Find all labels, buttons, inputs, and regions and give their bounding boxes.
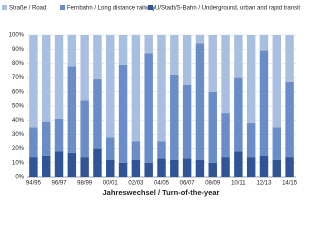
y-tick-label: 90% [12, 47, 25, 53]
bar-segment [54, 118, 64, 152]
bar-segment [106, 159, 115, 177]
bar-segment [118, 35, 128, 65]
bar-segment [195, 43, 205, 160]
x-tick-label: 06/07 [180, 181, 196, 187]
bar-segment [259, 50, 269, 156]
bar-segment [131, 159, 141, 177]
bar-segment [29, 127, 38, 158]
bar-segment [131, 141, 141, 160]
legend-label: Straße / Road [9, 6, 46, 12]
bar-segment [195, 159, 205, 177]
bar-segment [259, 155, 269, 177]
bar-segment [170, 35, 179, 75]
bar-segment [93, 35, 102, 80]
bar-segment [80, 100, 89, 158]
y-tick-label: 40% [12, 118, 25, 124]
bar-segment [67, 66, 77, 153]
x-tick-label: 96/97 [52, 181, 68, 187]
bar-segment [80, 157, 89, 177]
x-tick-label: 00/01 [103, 181, 119, 187]
bar-segment [221, 113, 230, 158]
y-tick-label: 50% [12, 104, 25, 110]
bar-segment [67, 35, 77, 67]
chart: Jahreswechsel / Turn-of-the-year 0% 10% 20… [2, 5, 300, 197]
x-tick-label: 08/09 [205, 181, 221, 187]
bar-segment [272, 35, 282, 128]
bar-segment [106, 137, 115, 160]
bar-segment [106, 35, 115, 138]
bar-segment [272, 127, 282, 160]
bar-segment [67, 152, 77, 177]
bar-segment [234, 35, 243, 78]
bar-segment [208, 162, 217, 177]
legend-swatch [148, 5, 153, 10]
x-tick-label: 10/11 [231, 181, 246, 187]
bar-segment [272, 159, 282, 177]
bar-segment [208, 91, 217, 163]
bar-segment [144, 53, 153, 163]
page: Jahreswechsel / Turn-of-the-year 0% 10% 20… [2, 5, 300, 197]
y-tick-label: 10% [12, 160, 25, 166]
bar-segment [246, 123, 256, 158]
x-tick-label: 98/99 [77, 181, 93, 187]
legend-label: Fernbahn / Long distance railway [67, 6, 155, 12]
bar-segment [144, 162, 153, 177]
bar-segment [195, 35, 205, 44]
x-tick-label: 02/03 [128, 181, 144, 187]
bar-segment [259, 35, 269, 51]
bar-segment [54, 151, 64, 177]
bar-segment [285, 81, 294, 158]
y-tick-label: 60% [12, 89, 25, 95]
bar-segment [182, 158, 192, 177]
bar-segment [41, 155, 51, 177]
bar-segment [246, 35, 256, 124]
bar-segment [221, 157, 230, 177]
bar-segment [182, 84, 192, 159]
bar-segment [170, 159, 179, 177]
y-tick-label: 30% [12, 132, 25, 138]
bar-segment [157, 35, 166, 142]
bar-segment [29, 157, 38, 177]
y-tick-label: 80% [12, 61, 25, 67]
bar-segment [182, 35, 192, 85]
bar-segment [246, 157, 256, 177]
bar-segment [41, 121, 51, 156]
y-tick-label: 70% [12, 75, 25, 81]
bar-segment [157, 141, 166, 159]
bar-segment [157, 158, 166, 177]
bar-segment [131, 35, 141, 142]
bar-segment [285, 35, 294, 82]
y-tick-label: 0% [15, 175, 24, 181]
bar-segment [93, 79, 102, 149]
bar-segment [29, 35, 38, 128]
bar-segment [144, 35, 153, 54]
bar-segment [234, 151, 243, 177]
x-tick-label: 04/05 [154, 181, 170, 187]
legend-swatch [2, 5, 7, 10]
legend-label: U/Stadt/S-Bahn / Underground, urban and … [155, 6, 300, 12]
bar-segment [54, 35, 64, 119]
y-tick-label: 100% [9, 33, 25, 39]
bar-segment [234, 77, 243, 152]
x-tick-label: 94/95 [26, 181, 42, 187]
y-tick-label: 20% [12, 146, 25, 152]
bar-segment [208, 35, 217, 92]
bar-segment [118, 162, 128, 177]
bar-segment [93, 148, 102, 177]
bar-segment [80, 35, 89, 101]
bar-segment [285, 157, 294, 177]
bar-segment [170, 74, 179, 160]
bar-segment [41, 35, 51, 122]
bar-segment [118, 64, 128, 163]
x-axis-title: Jahreswechsel / Turn-of-the-year [103, 188, 220, 197]
legend-swatch [60, 5, 65, 10]
bar-segment [221, 35, 230, 114]
x-tick-label: 12/13 [256, 181, 272, 187]
x-tick-label: 14/15 [282, 181, 298, 187]
